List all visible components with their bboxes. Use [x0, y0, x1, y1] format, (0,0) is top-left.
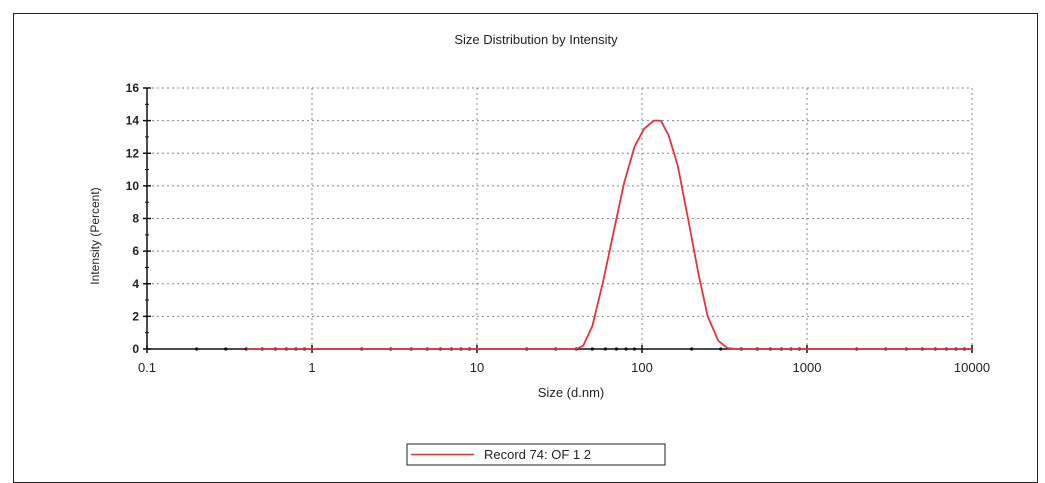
y-tick-label: 4	[132, 277, 139, 291]
chart-title: Size Distribution by Intensity	[454, 32, 618, 47]
x-tick-label: 1000	[793, 360, 822, 375]
x-minor-tick	[195, 347, 199, 351]
x-minor-tick	[614, 347, 619, 351]
y-tick-label: 10	[126, 179, 140, 193]
x-minor-tick	[603, 347, 607, 351]
y-tick-label: 2	[132, 309, 139, 323]
x-minor-tick	[590, 347, 594, 351]
x-minor-tick	[224, 347, 228, 351]
y-tick-label: 14	[126, 114, 140, 128]
chart-frame: Size Distribution by Intensity 0 2 4 6 8 10 12…	[13, 13, 1038, 483]
legend-label: Record 74: OF 1 2	[484, 447, 591, 462]
series-line	[246, 119, 972, 350]
x-minor-tick	[719, 347, 723, 351]
x-tick-label: 10	[470, 360, 484, 375]
y-axis-label: Intensity (Percent)	[88, 187, 102, 284]
legend: Record 74: OF 1 2	[406, 443, 666, 466]
intensity-chart: Size Distribution by Intensity 0 2 4 6 8 10 12…	[88, 32, 990, 466]
x-tick-label: 0.1	[138, 360, 156, 375]
x-tick-label: 100	[631, 360, 653, 375]
y-tick-label: 16	[126, 81, 140, 95]
x-axis-label: Size (d.nm)	[538, 385, 604, 400]
x-tick-label: 10000	[954, 360, 990, 375]
x-minor-tick	[624, 347, 628, 351]
y-tick-label: 6	[132, 244, 139, 258]
x-minor-tick	[632, 347, 637, 351]
y-tick-label: 8	[132, 212, 139, 226]
x-minor-tick	[690, 347, 694, 351]
x-tick-label: 1	[308, 360, 315, 375]
y-tick-label: 0	[132, 342, 139, 356]
legend-box	[406, 443, 666, 466]
y-tick-label: 12	[126, 146, 140, 160]
